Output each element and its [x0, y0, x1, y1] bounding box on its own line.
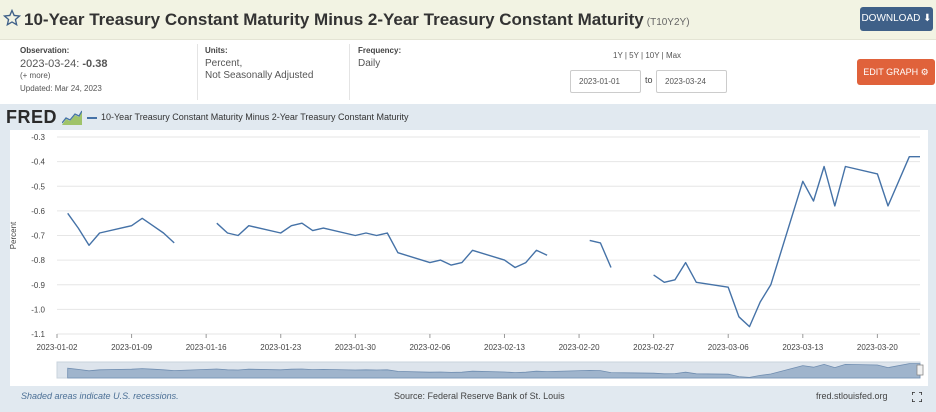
series-line-segment — [653, 156, 920, 328]
legend-line-swatch — [87, 116, 97, 119]
series-metadata: Observation: 2023-03-24: -0.38 (+ more) … — [0, 40, 936, 104]
y-tick-label: -0.9 — [31, 281, 45, 290]
x-tick-label: 2023-03-06 — [708, 343, 749, 352]
recession-note: Shaded areas indicate U.S. recessions. — [21, 391, 179, 401]
y-axis-label: Percent — [9, 221, 18, 249]
observation-label: Observation: — [20, 46, 70, 55]
x-tick-label: 2023-01-30 — [335, 343, 376, 352]
series-line-segment — [67, 212, 175, 247]
y-tick-label: -0.7 — [31, 232, 45, 241]
line-chart[interactable]: -0.3 -0.4 -0.5 -0.6 -0.7 -0.8 -0.9 -1.0 -1.1 Perc… — [0, 104, 936, 412]
page-title: 10-Year Treasury Constant Maturity Minus… — [24, 10, 690, 29]
fred-logo: FRED — [6, 107, 57, 127]
units-block: Units: Percent, Not Seasonally Adjusted — [205, 45, 313, 83]
y-tick-label: -0.8 — [31, 256, 45, 265]
navigator-series — [67, 363, 921, 379]
edit-graph-label: EDIT GRAPH — [863, 67, 919, 77]
series-line-segment — [216, 222, 548, 269]
units-line1: Percent, — [205, 57, 243, 69]
x-tick-label: 2023-02-20 — [559, 343, 600, 352]
units-label: Units: — [205, 46, 228, 55]
fred-site-link[interactable]: fred.stlouisfed.org — [816, 391, 888, 401]
x-tick-label: 2023-01-02 — [37, 343, 78, 352]
frequency-value: Daily — [358, 57, 381, 69]
chart-legend: 10-Year Treasury Constant Maturity Minus… — [87, 112, 408, 122]
x-tick-label: 2023-01-16 — [186, 343, 227, 352]
y-tick-label: -1.1 — [31, 330, 45, 339]
x-tick-label: 2023-02-06 — [409, 343, 450, 352]
download-label: DOWNLOAD — [861, 13, 921, 24]
frequency-label: Frequency: — [358, 46, 402, 55]
x-tick-label: 2023-01-23 — [260, 343, 301, 352]
x-tick-label: 2023-03-13 — [782, 343, 823, 352]
y-tick-label: -0.6 — [31, 207, 45, 216]
fred-logo-chart-icon — [62, 110, 82, 125]
download-button[interactable]: DOWNLOAD ⬇ — [860, 7, 933, 31]
more-link[interactable]: (+ more) — [20, 71, 51, 80]
divider — [197, 44, 198, 100]
y-tick-label: -0.5 — [31, 182, 45, 191]
updated-date: Updated: Mar 24, 2023 — [20, 83, 102, 93]
y-tick-label: -0.3 — [31, 133, 45, 142]
navigator-handle[interactable] — [916, 364, 924, 376]
chart-panel: FRED 10-Year Treasury Constant Maturity … — [0, 104, 936, 412]
divider — [349, 44, 350, 100]
range-selector[interactable]: 1Y | 5Y | 10Y | Max — [613, 51, 682, 60]
observation-value: -0.38 — [82, 57, 108, 70]
frequency-block: Frequency: Daily — [358, 45, 401, 70]
observation-date: 2023-03-24: — [20, 57, 80, 70]
series-line-segment — [589, 239, 612, 268]
edit-graph-button[interactable]: EDIT GRAPH ⚙ — [857, 59, 935, 85]
date-to-input[interactable]: 2023-03-24 — [656, 70, 727, 93]
observation-block: Observation: 2023-03-24: -0.38 (+ more) … — [20, 45, 107, 95]
star-outline-icon[interactable] — [3, 9, 21, 27]
date-from-input[interactable]: 2023-01-01 — [570, 70, 641, 93]
download-icon: ⬇ — [923, 13, 932, 24]
source-note: Source: Federal Reserve Bank of St. Loui… — [394, 391, 565, 401]
fullscreen-icon[interactable] — [912, 392, 922, 402]
units-line2: Not Seasonally Adjusted — [205, 70, 314, 81]
y-tick-label: -0.4 — [31, 158, 45, 167]
x-tick-label: 2023-02-13 — [484, 343, 525, 352]
title-bar: 10-Year Treasury Constant Maturity Minus… — [0, 0, 936, 40]
date-to-label: to — [645, 75, 653, 85]
x-tick-label: 2023-03-20 — [857, 343, 898, 352]
plot-background — [10, 130, 928, 386]
x-tick-label: 2023-02-27 — [633, 343, 674, 352]
x-tick-label: 2023-01-09 — [111, 343, 152, 352]
series-id: (T10Y2Y) — [646, 17, 690, 28]
y-tick-label: -1.0 — [31, 305, 45, 314]
gear-icon: ⚙ — [920, 67, 929, 77]
legend-label: 10-Year Treasury Constant Maturity Minus… — [101, 112, 409, 122]
